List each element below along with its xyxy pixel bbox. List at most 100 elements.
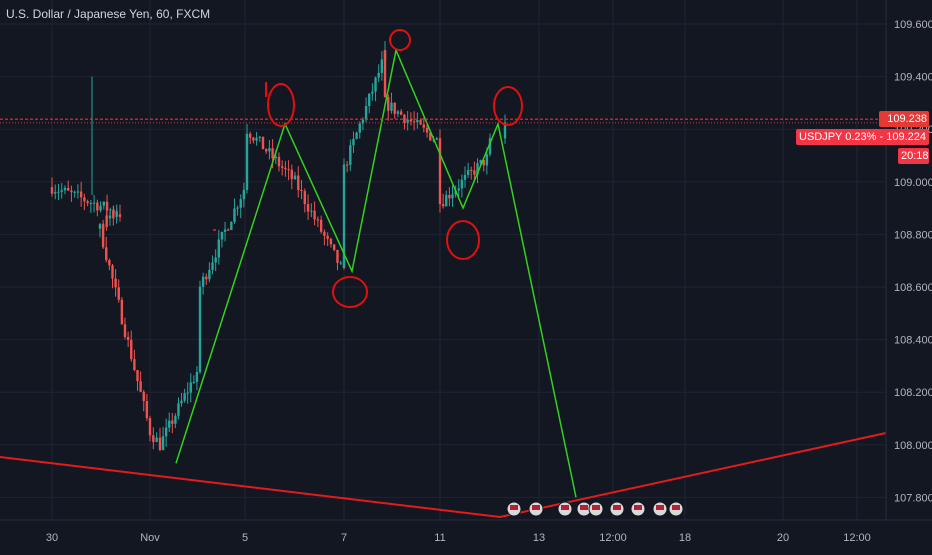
candle-body	[297, 175, 300, 191]
candle-body	[368, 93, 371, 107]
candle-body	[245, 159, 249, 184]
candle-body	[466, 170, 470, 175]
candle-body	[230, 222, 233, 230]
candle-body	[300, 190, 303, 192]
time-tick-label: 12:00	[599, 532, 627, 544]
candle-body	[158, 437, 162, 450]
candle-body	[227, 229, 230, 231]
candle-body	[198, 286, 202, 328]
candle-body	[198, 327, 202, 361]
candle-body	[208, 269, 211, 280]
trend-line	[0, 432, 887, 519]
candle-body	[287, 169, 290, 171]
price-tick-label: 108.800	[894, 229, 932, 241]
flag-icon	[613, 505, 621, 510]
candle-body	[92, 202, 96, 204]
candle-body	[130, 339, 133, 360]
candle-body	[393, 102, 396, 114]
candle-body	[60, 190, 63, 192]
candle-body	[164, 427, 168, 437]
candle-body	[220, 231, 224, 240]
candle-body	[105, 247, 108, 261]
candle-body	[342, 226, 346, 268]
candle-body	[358, 123, 361, 133]
candle-body	[336, 249, 339, 263]
candle-body	[412, 121, 416, 123]
candle-body	[390, 102, 393, 111]
current-price-label: USDJPY 0.23% - 109.224	[796, 129, 929, 145]
candle-body	[345, 164, 349, 166]
candle-body	[396, 111, 400, 114]
time-tick-label: 20	[777, 532, 789, 544]
candle-body	[374, 77, 377, 92]
candle-body	[377, 72, 380, 78]
candle-body	[419, 120, 422, 125]
candle-body	[249, 133, 252, 138]
candle-body	[123, 324, 127, 337]
candle-body	[473, 170, 476, 175]
candle-body	[284, 167, 287, 170]
candle-body	[114, 278, 117, 288]
candle-body	[155, 437, 158, 442]
candle-body	[239, 199, 242, 208]
candle-body	[115, 211, 118, 217]
time-tick-label: Nov	[140, 532, 160, 544]
candle-body	[99, 205, 102, 211]
candle-body	[441, 204, 445, 207]
candle-body	[403, 114, 406, 123]
candle-body	[171, 420, 174, 424]
candle-body	[148, 418, 152, 436]
candle-body	[271, 148, 274, 159]
candle-body	[451, 194, 454, 199]
candle-body	[252, 137, 255, 141]
hand-drawn-circle	[267, 83, 295, 127]
candle-body	[333, 244, 336, 250]
flag-icon	[580, 505, 588, 510]
candle-body	[70, 190, 73, 193]
candle-body	[57, 191, 60, 193]
candle-body	[409, 119, 413, 122]
candle-body	[98, 224, 102, 229]
candle-body	[310, 210, 313, 212]
candle-body	[120, 299, 124, 325]
candle-body	[83, 197, 86, 202]
candle-body	[425, 127, 429, 133]
candle-body	[383, 76, 387, 98]
time-tick-label: 12:00	[843, 532, 871, 544]
candle-body	[223, 229, 227, 232]
candle-body	[281, 166, 284, 168]
candle-body	[349, 145, 352, 165]
candle-body	[105, 215, 108, 228]
price-tick-label: 109.000	[894, 177, 932, 189]
candle-body	[476, 163, 479, 175]
hand-drawn-circle	[389, 29, 411, 51]
candle-body	[118, 214, 122, 217]
candle-body	[406, 119, 409, 123]
candle-body	[108, 215, 112, 219]
candle-body	[54, 192, 57, 194]
candle-body	[460, 179, 464, 189]
candle-body	[293, 175, 297, 180]
candle-body	[352, 138, 355, 146]
candle-body	[313, 210, 316, 220]
candle-body	[183, 393, 186, 401]
candle-body	[303, 190, 306, 205]
flag-icon	[510, 505, 518, 510]
candle-body	[258, 136, 261, 138]
candle-body	[380, 59, 384, 73]
candle-body	[108, 260, 111, 266]
candle-body	[126, 336, 130, 340]
candle-body	[102, 201, 106, 206]
candle-body	[399, 111, 403, 115]
candle-body	[161, 436, 165, 450]
candle-body	[79, 191, 83, 198]
time-axis[interactable]: 30 Nov 5 7 11 13 12:00 18 20 12:00	[46, 532, 871, 544]
flag-icon	[672, 505, 680, 510]
candle-body	[242, 189, 246, 200]
candle-body	[482, 160, 485, 166]
candle-body	[485, 154, 489, 166]
candle-body	[355, 132, 358, 139]
flag-icon	[656, 505, 664, 510]
